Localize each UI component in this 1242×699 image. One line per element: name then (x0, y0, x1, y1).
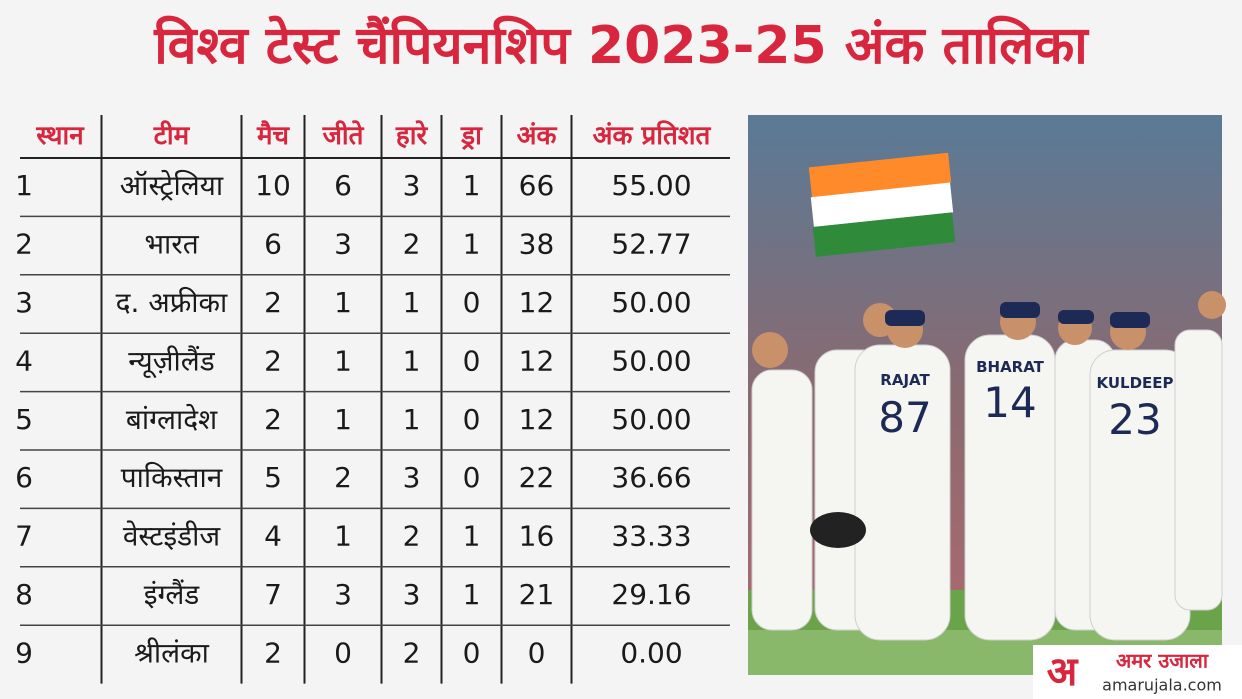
table-cell: 9 (15, 636, 33, 669)
table-cell: 12 (519, 344, 555, 377)
header-cell: अंक प्रतिशत (593, 120, 712, 151)
logo-site: amarujala.com (1102, 676, 1222, 695)
table-cell: 2 (15, 228, 33, 261)
table-cell: 3 (403, 169, 421, 202)
logo-mark: अ (1047, 649, 1079, 695)
jersey-number: 14 (983, 378, 1036, 427)
table-cell: 33.33 (611, 520, 691, 553)
table-cell: 7 (264, 578, 282, 611)
table-cell: द. अफ्रीका (116, 286, 228, 319)
table-cell: 10 (255, 169, 291, 202)
header-cell: अंक (517, 121, 558, 151)
table-cell: 2 (403, 228, 421, 261)
table-cell: 0 (463, 461, 481, 494)
table: स्थान टीम मैच जीते हारे ड्रा अंक अंक प्रतिशत 1 ऑस… (15, 115, 730, 684)
table-cell: 2 (264, 344, 282, 377)
table-cell: 1 (334, 286, 352, 319)
table-cell: 1 (403, 344, 421, 377)
table-cell: पाकिस्तान (121, 461, 223, 494)
table-cell: 66 (519, 169, 555, 202)
table-cell: 0 (463, 403, 481, 436)
table-cell: 52.77 (611, 228, 691, 261)
table-cell: 50.00 (611, 344, 691, 377)
jersey-number: 87 (878, 393, 931, 442)
table-cell: 22 (519, 461, 555, 494)
table-cell: श्रीलंका (134, 636, 210, 669)
table-cell: 2 (264, 403, 282, 436)
table-cell: 2 (264, 636, 282, 669)
table-cell: 6 (15, 461, 33, 494)
table-cell: 3 (334, 228, 352, 261)
table-cell: 1 (15, 169, 33, 202)
table-cell: 2 (264, 286, 282, 319)
table-cell: 1 (403, 286, 421, 319)
table-cell: 4 (15, 344, 33, 377)
table-cell: 55.00 (611, 169, 691, 202)
table-cell: न्यूज़ीलैंड (128, 344, 216, 378)
table-cell: 50.00 (611, 403, 691, 436)
jerseys: RAJAT 87 BHARAT 14 KULDEEP 23 (878, 358, 1173, 444)
table-cell: वेस्टइंडीज (123, 520, 222, 553)
table-cell: 0.00 (620, 636, 682, 669)
table-cell: 0 (528, 636, 546, 669)
table-cell: 1 (463, 520, 481, 553)
table-cell: 1 (463, 228, 481, 261)
table-cell: बांग्लादेश (126, 403, 218, 436)
photo (748, 115, 1226, 675)
table-cell: 29.16 (611, 578, 691, 611)
header-cell: जीते (322, 120, 365, 151)
table-cell: 2 (403, 520, 421, 553)
table-cell: 21 (519, 578, 555, 611)
table-cell: 1 (403, 403, 421, 436)
header-cell: टीम (153, 120, 191, 151)
jersey-name: RAJAT (880, 371, 930, 389)
table-cell: 1 (334, 520, 352, 553)
table-cell: 3 (403, 461, 421, 494)
table-cell: 1 (463, 578, 481, 611)
table-cell: 0 (463, 344, 481, 377)
table-cell: 7 (15, 520, 33, 553)
table-cell: 3 (15, 286, 33, 319)
table-cell: 12 (519, 286, 555, 319)
logo: अ अमर उजाला amarujala.com (1033, 645, 1242, 699)
jersey-number: 23 (1108, 395, 1161, 444)
jersey-name: KULDEEP (1096, 374, 1173, 392)
table-cell: 2 (403, 636, 421, 669)
table-cell: 3 (403, 578, 421, 611)
table-cell: 1 (334, 344, 352, 377)
table-cell: 3 (334, 578, 352, 611)
table-cell: 0 (334, 636, 352, 669)
table-cell: 1 (334, 403, 352, 436)
title: विश्व टेस्ट चैंपियनशिप 2023-25 अंक तालिक… (154, 16, 1088, 76)
table-cell: 0 (463, 286, 481, 319)
table-cell: 6 (334, 169, 352, 202)
table-cell: 16 (519, 520, 555, 553)
table-cell: 50.00 (611, 286, 691, 319)
jersey-name: BHARAT (976, 358, 1045, 376)
header-cell: हारे (395, 120, 429, 151)
header-cell: ड्रा (460, 121, 483, 151)
table-cell: 5 (264, 461, 282, 494)
table-cell: 5 (15, 403, 33, 436)
table-cell: 36.66 (611, 461, 691, 494)
table-cell: 0 (463, 636, 481, 669)
header-cell: स्थान (35, 121, 85, 151)
header-cell: मैच (256, 120, 291, 151)
logo-name: अमर उजाला (1116, 649, 1209, 673)
table-cell: इंग्लैंड (144, 578, 201, 611)
table-cell: ऑस्ट्रेलिया (120, 169, 224, 202)
table-cell: 38 (519, 228, 555, 261)
table-cell: 1 (463, 169, 481, 202)
table-cell: 6 (264, 228, 282, 261)
table-cell: 2 (334, 461, 352, 494)
table-cell: 4 (264, 520, 282, 553)
table-cell: 8 (15, 578, 33, 611)
table-cell: भारत (144, 228, 199, 261)
table-cell: 12 (519, 403, 555, 436)
